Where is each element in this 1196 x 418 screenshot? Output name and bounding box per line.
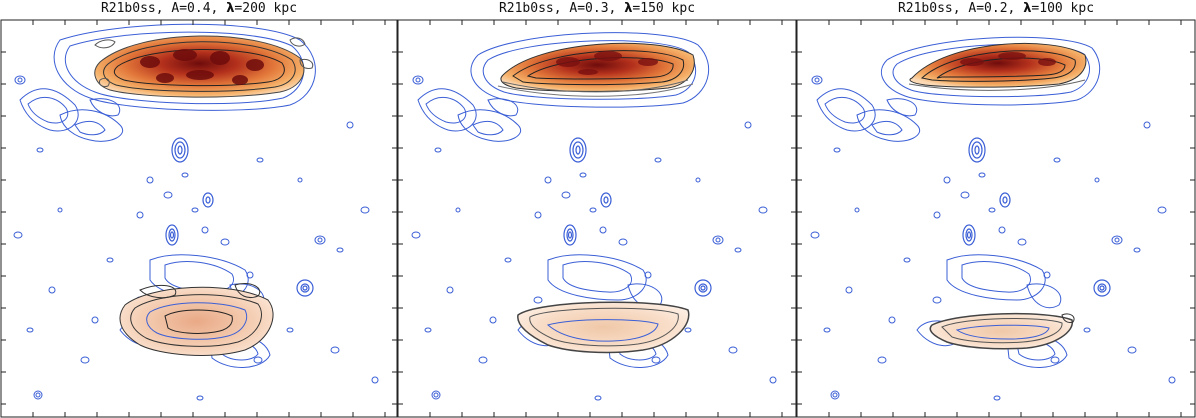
panel-title-right: R21b0ss, A=0.2, λ=100 kpc	[797, 0, 1195, 20]
panel-middle-ticks	[398, 20, 796, 417]
panel-middle-lower-relic	[517, 301, 690, 354]
panel-left-ticks	[1, 20, 397, 417]
panel-right-lower-relic	[929, 312, 1075, 350]
lambda-symbol: λ	[1023, 1, 1032, 16]
panel-left-upper-relic	[94, 35, 314, 98]
panel-right	[796, 19, 1196, 418]
panel-middle	[397, 19, 797, 418]
panel-title-left: R21b0ss, A=0.4, λ=200 kpc	[1, 0, 397, 20]
panel-title-middle-suffix: =150 kpc	[632, 1, 696, 16]
panel-title-right-suffix: =100 kpc	[1031, 1, 1095, 16]
panel-right-upper-relic	[908, 43, 1087, 91]
panel-left	[0, 19, 398, 418]
lambda-symbol: λ	[624, 1, 633, 16]
panel-left-lower-relic	[119, 282, 274, 356]
panel-middle-upper-relic	[497, 42, 695, 97]
panel-title-middle: R21b0ss, A=0.3, λ=150 kpc	[398, 0, 796, 20]
panel-title-right-prefix: R21b0ss, A=0.2,	[897, 1, 1024, 16]
panel-title-left-prefix: R21b0ss, A=0.4,	[100, 1, 227, 16]
panel-title-left-suffix: =200 kpc	[234, 1, 298, 16]
panel-right-ticks	[797, 20, 1195, 417]
panel-left-upper-blue-contours	[53, 23, 316, 111]
lambda-symbol: λ	[226, 1, 235, 16]
panel-title-middle-prefix: R21b0ss, A=0.3,	[498, 1, 625, 16]
panel-middle-upper-blue-contours	[470, 32, 710, 108]
